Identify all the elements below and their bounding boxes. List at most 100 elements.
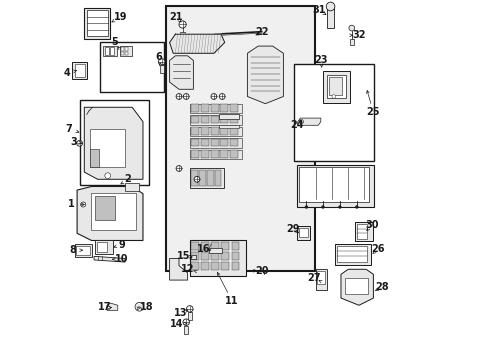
Bar (231, 252, 239, 260)
Bar (221, 242, 229, 250)
Bar (191, 255, 195, 259)
Bar (183, 326, 188, 334)
Circle shape (106, 306, 110, 310)
Bar (191, 127, 199, 135)
Circle shape (183, 94, 189, 99)
Bar (231, 242, 239, 250)
Text: 18: 18 (140, 302, 153, 312)
Bar (210, 150, 218, 158)
Bar (191, 104, 199, 112)
Bar (110, 47, 114, 55)
Polygon shape (297, 118, 320, 125)
Circle shape (176, 94, 182, 99)
Circle shape (355, 206, 358, 208)
Text: 2: 2 (124, 174, 131, 184)
Bar (189, 127, 242, 136)
Polygon shape (94, 256, 125, 262)
Text: 26: 26 (371, 244, 385, 254)
Circle shape (104, 173, 110, 179)
Bar (355, 222, 372, 241)
Circle shape (186, 306, 193, 312)
Bar (315, 269, 326, 290)
Bar (199, 170, 205, 186)
Bar (104, 47, 109, 55)
Bar (103, 46, 117, 56)
Bar (159, 65, 163, 73)
Bar (201, 262, 209, 270)
Bar (191, 116, 199, 123)
Bar (210, 139, 218, 146)
Bar (191, 262, 199, 270)
Text: 1: 1 (68, 199, 75, 210)
Bar (75, 244, 92, 257)
Bar (344, 278, 367, 294)
Circle shape (194, 176, 200, 182)
Text: 8: 8 (69, 245, 76, 255)
Circle shape (179, 21, 186, 28)
Circle shape (183, 319, 189, 325)
Bar (349, 39, 353, 45)
Bar (230, 127, 238, 135)
Bar (211, 242, 219, 250)
Text: 10: 10 (115, 254, 128, 264)
Bar (201, 127, 208, 135)
Bar (230, 139, 238, 146)
Bar (298, 228, 307, 237)
Bar (166, 6, 315, 271)
Bar (201, 139, 208, 146)
Bar (221, 252, 229, 260)
Bar (201, 242, 209, 250)
Bar (211, 252, 219, 260)
Bar (180, 32, 184, 38)
Bar (335, 244, 370, 265)
Bar (337, 246, 366, 262)
Bar (125, 52, 127, 55)
Bar (220, 150, 228, 158)
Circle shape (338, 206, 341, 208)
Text: 32: 32 (351, 30, 365, 40)
Text: 31: 31 (312, 5, 325, 15)
Text: 14: 14 (170, 319, 183, 329)
Text: 11: 11 (224, 296, 238, 306)
Bar (211, 262, 219, 270)
Bar (90, 129, 124, 167)
Circle shape (321, 206, 324, 208)
Circle shape (211, 94, 216, 99)
Bar (189, 168, 224, 188)
Circle shape (135, 302, 143, 311)
Bar (90, 149, 99, 167)
Bar (72, 62, 87, 79)
Circle shape (158, 59, 164, 65)
Bar (80, 100, 148, 185)
Bar (187, 312, 192, 320)
Bar (220, 139, 228, 146)
Circle shape (331, 95, 335, 98)
Bar (125, 47, 127, 51)
Bar (191, 139, 199, 146)
Bar (191, 242, 199, 250)
Bar (75, 64, 84, 77)
Bar (201, 252, 209, 260)
Text: 17: 17 (98, 302, 111, 312)
Text: 20: 20 (255, 266, 268, 276)
Circle shape (325, 2, 334, 11)
Bar (191, 170, 197, 186)
Polygon shape (169, 56, 193, 89)
Bar (294, 64, 373, 161)
Text: 29: 29 (286, 224, 299, 234)
Bar (220, 127, 228, 135)
Text: 28: 28 (374, 282, 388, 292)
Polygon shape (247, 46, 283, 104)
Bar (317, 271, 325, 284)
Bar (296, 226, 310, 240)
Circle shape (348, 25, 354, 31)
Bar (230, 150, 238, 158)
Bar (95, 240, 113, 254)
Bar (209, 248, 222, 253)
Bar (326, 75, 346, 98)
Bar (220, 104, 228, 112)
Text: 15: 15 (176, 251, 190, 261)
Text: 6: 6 (155, 52, 162, 62)
Circle shape (81, 202, 85, 207)
Bar (220, 116, 228, 123)
